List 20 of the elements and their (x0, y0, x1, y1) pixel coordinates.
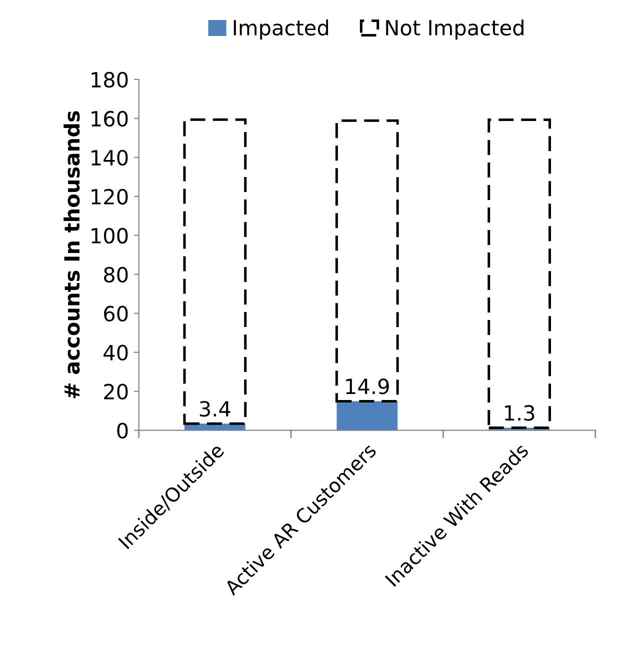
bar (335, 119, 399, 403)
data-label: 14.9 (346, 378, 389, 394)
y-tick-label: 20 (104, 384, 128, 400)
bar (183, 118, 247, 425)
y-tick-label: 0 (117, 422, 128, 439)
y-tick-label: 100 (92, 228, 128, 244)
y-tick-label: 60 (104, 306, 128, 322)
y-tick-label: 160 (92, 110, 128, 127)
legend-label: Impacted (234, 19, 328, 40)
bar (488, 118, 551, 430)
y-tick-label: 180 (92, 72, 128, 88)
y-tick-label: 40 (104, 344, 128, 361)
y-tick-label: 140 (92, 150, 128, 166)
y-axis-title: # accounts In thousands (64, 111, 80, 398)
y-tick-label: 120 (92, 188, 128, 205)
data-label: 1.3 (505, 405, 534, 421)
bar (336, 401, 398, 430)
legend-label: Not Impacted (386, 19, 524, 40)
y-tick-label: 80 (104, 266, 128, 283)
data-label: 3.4 (200, 400, 230, 417)
